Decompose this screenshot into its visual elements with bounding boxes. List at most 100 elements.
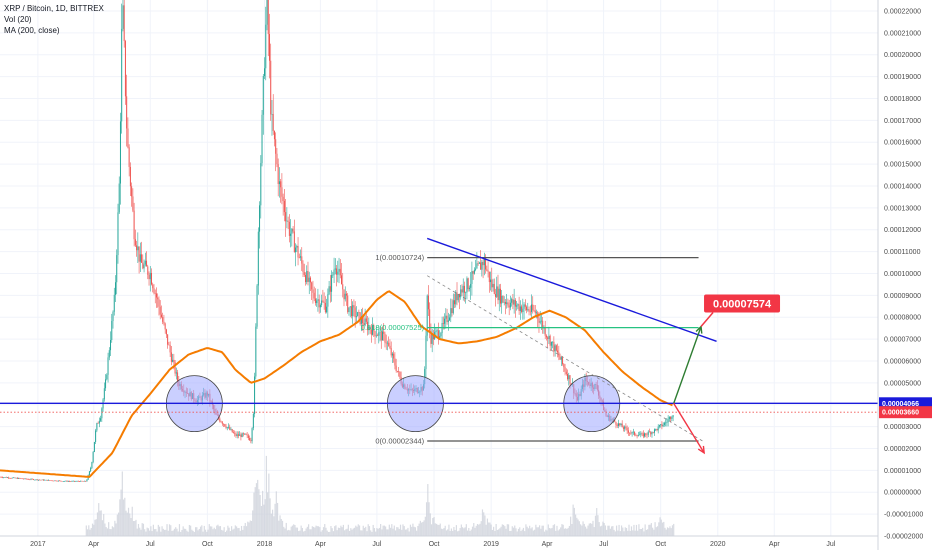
volume-bar	[115, 523, 117, 536]
candle-body	[663, 422, 665, 425]
volume-bar	[424, 516, 426, 536]
candle-body	[485, 258, 487, 270]
volume-bar	[606, 529, 608, 536]
candle-body	[70, 481, 72, 482]
candle-body	[29, 479, 31, 481]
volume-bar	[288, 529, 290, 536]
candle-body	[275, 139, 277, 154]
candle-body	[444, 318, 446, 324]
volume-bar	[625, 527, 628, 536]
volume-bar	[624, 527, 626, 536]
volume-bar	[356, 526, 358, 536]
volume-bar	[270, 513, 272, 536]
candle-body	[45, 479, 47, 481]
volume-bar	[425, 502, 428, 536]
candle-body	[4, 477, 6, 478]
volume-bar	[490, 524, 492, 536]
x-axis[interactable]: 2017 Apr Jul Oct 2018 Apr Jul Oct 2019 Apr Jul Oct 2…	[0, 535, 878, 548]
candle-body	[624, 426, 626, 429]
ma-indicator-label[interactable]: MA (200, close)	[4, 26, 60, 35]
candle-body	[220, 421, 222, 423]
candle-body	[18, 478, 20, 479]
candle-body	[497, 286, 499, 301]
symbol-line[interactable]: XRP / Bitcoin, 1D, BITTREX	[4, 4, 104, 13]
volume-bar	[634, 530, 636, 536]
candle-body	[362, 316, 364, 324]
candle-body	[540, 320, 542, 322]
volume-bar	[353, 527, 356, 536]
candle-body	[244, 433, 246, 435]
volume-bar	[144, 529, 146, 536]
candle-body	[57, 480, 59, 482]
candle-body	[106, 374, 108, 380]
candle-body	[241, 433, 243, 438]
candle-body	[9, 478, 11, 479]
volume-bar	[235, 526, 238, 536]
candle-body	[480, 262, 482, 270]
candle-body	[296, 245, 298, 248]
candle-body	[660, 424, 662, 426]
volume-bar	[479, 523, 481, 536]
volume-bar	[129, 513, 131, 536]
ma200-line	[0, 290, 673, 478]
volume-indicator-label[interactable]: Vol (20)	[4, 15, 32, 24]
volume-bar	[337, 527, 340, 536]
volume-bar	[362, 525, 364, 536]
volume-bar	[463, 528, 465, 536]
candle-body	[261, 114, 263, 164]
candle-body	[514, 299, 516, 307]
candle-body	[24, 478, 26, 480]
volume-bar	[428, 502, 430, 536]
volume-bar	[105, 527, 107, 536]
candle-body	[442, 322, 444, 324]
candle-body	[101, 408, 103, 419]
volume-bar	[135, 519, 137, 536]
y-tick-label: 0.00007000	[884, 337, 921, 344]
candle-body	[285, 212, 287, 222]
y-tick-label: 0.00020000	[884, 52, 921, 59]
candle-body	[11, 477, 13, 479]
volume-bar	[653, 529, 655, 536]
candle-body	[221, 422, 223, 424]
y-tick-label: 0.00016000	[884, 140, 921, 147]
volume-bar	[355, 525, 357, 536]
volume-bar	[214, 529, 217, 536]
candle-body	[368, 326, 370, 331]
candle-body	[666, 422, 668, 423]
candle-body	[86, 479, 88, 482]
candle-body	[16, 477, 18, 479]
volume-bar	[193, 531, 195, 536]
candle-body	[539, 321, 541, 323]
volume-bar	[537, 527, 539, 536]
candle-body	[111, 321, 113, 341]
volume-bar	[643, 531, 645, 536]
candle-body	[384, 333, 386, 343]
candle-body	[290, 233, 292, 236]
volume-bar	[619, 531, 621, 536]
volume-bar	[639, 529, 641, 536]
volume-bar	[607, 525, 609, 536]
candle-body	[172, 359, 174, 362]
volume-bar	[596, 508, 598, 536]
x-tick-label: Apr	[315, 541, 327, 548]
volume-bar	[465, 524, 467, 536]
candle-body	[620, 423, 622, 425]
candle-body	[267, 0, 269, 35]
volume-bar	[357, 524, 359, 536]
candle-body	[26, 479, 28, 480]
y-tick-label: 0.00001000	[884, 468, 921, 475]
volume-bar	[265, 455, 267, 536]
volume-bar	[583, 523, 585, 536]
volume-bar	[190, 525, 192, 536]
volume-bar	[203, 525, 205, 536]
volume-bar	[402, 524, 404, 536]
volume-bar	[201, 525, 203, 536]
y-axis[interactable]: 0.00022000 0.00021000 0.00020000 0.00019000…	[877, 0, 932, 550]
volume-bar	[321, 530, 323, 536]
volume-bar	[594, 515, 597, 536]
volume-bar	[555, 530, 557, 536]
candle-body	[432, 334, 434, 340]
volume-bar	[295, 527, 297, 536]
candle-body	[486, 269, 488, 271]
